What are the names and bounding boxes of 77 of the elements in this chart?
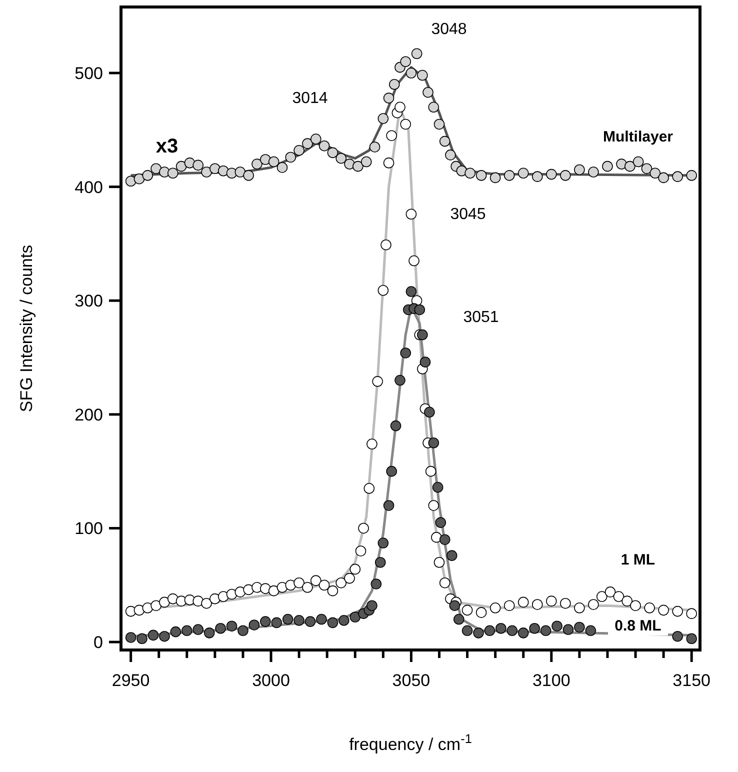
point bbox=[327, 617, 338, 628]
point bbox=[370, 578, 382, 590]
point bbox=[424, 406, 435, 418]
point bbox=[562, 624, 574, 635]
point bbox=[378, 538, 389, 548]
point bbox=[394, 374, 406, 386]
point bbox=[473, 628, 484, 638]
point bbox=[366, 600, 378, 612]
point bbox=[449, 600, 460, 612]
point bbox=[672, 630, 683, 642]
point bbox=[374, 556, 386, 568]
series-label: Multilayer bbox=[602, 128, 674, 146]
series-label: 1 ML bbox=[620, 552, 656, 569]
annotation: 3051 bbox=[463, 309, 499, 326]
point bbox=[338, 615, 350, 626]
point bbox=[406, 286, 417, 297]
point bbox=[192, 624, 204, 635]
y-tick-label: 300 bbox=[74, 292, 103, 311]
point bbox=[420, 356, 431, 368]
point bbox=[390, 420, 402, 432]
point bbox=[159, 630, 170, 642]
x-tick-label: 3150 bbox=[672, 671, 710, 690]
point bbox=[585, 625, 596, 636]
y-tick-label: 0 bbox=[94, 633, 103, 652]
point bbox=[125, 632, 136, 643]
point bbox=[136, 633, 148, 644]
point bbox=[428, 437, 440, 448]
point bbox=[260, 616, 271, 627]
x-tick-label: 3100 bbox=[532, 671, 570, 690]
point bbox=[540, 625, 552, 636]
point bbox=[506, 625, 518, 636]
point bbox=[453, 614, 464, 625]
x-tick-label: 3050 bbox=[392, 671, 430, 690]
point bbox=[350, 612, 361, 622]
point bbox=[432, 482, 444, 493]
annotation: 3048 bbox=[431, 21, 467, 38]
point bbox=[204, 628, 215, 638]
point bbox=[170, 626, 182, 638]
x-tick-label: 3000 bbox=[252, 671, 290, 690]
point bbox=[446, 550, 458, 561]
point bbox=[439, 534, 450, 546]
annotation: 3045 bbox=[450, 206, 486, 224]
point bbox=[215, 622, 226, 634]
point bbox=[383, 500, 394, 511]
point bbox=[226, 620, 238, 632]
point bbox=[316, 614, 327, 625]
point bbox=[148, 630, 159, 641]
y-tick-label: 400 bbox=[74, 178, 103, 197]
y-tick-label: 200 bbox=[74, 405, 103, 424]
point bbox=[304, 616, 316, 627]
point bbox=[238, 625, 248, 636]
point bbox=[435, 517, 446, 528]
point bbox=[386, 466, 397, 477]
y-axis-title: SFG Intensity / counts bbox=[17, 244, 36, 412]
point bbox=[248, 620, 260, 630]
point bbox=[271, 617, 282, 628]
point bbox=[518, 628, 529, 638]
point bbox=[484, 625, 496, 636]
annotation: 3014 bbox=[292, 90, 328, 108]
point bbox=[529, 622, 540, 634]
y-tick-label: 500 bbox=[74, 64, 103, 84]
point bbox=[181, 625, 192, 636]
x-axis-title: frequency / cm$^{-1}$ bbox=[349, 730, 472, 754]
y-tick-label: 100 bbox=[74, 519, 103, 538]
point bbox=[400, 348, 411, 358]
point bbox=[496, 622, 506, 634]
point bbox=[574, 622, 585, 633]
point bbox=[686, 633, 697, 644]
point bbox=[417, 329, 428, 340]
annotation: x3 bbox=[156, 135, 178, 158]
point bbox=[462, 625, 473, 636]
point bbox=[294, 615, 304, 626]
point bbox=[282, 614, 294, 625]
point bbox=[414, 304, 426, 316]
point bbox=[552, 620, 562, 632]
series-label: 0.8 ML bbox=[614, 618, 662, 635]
x-tick-label: 2950 bbox=[112, 671, 150, 690]
